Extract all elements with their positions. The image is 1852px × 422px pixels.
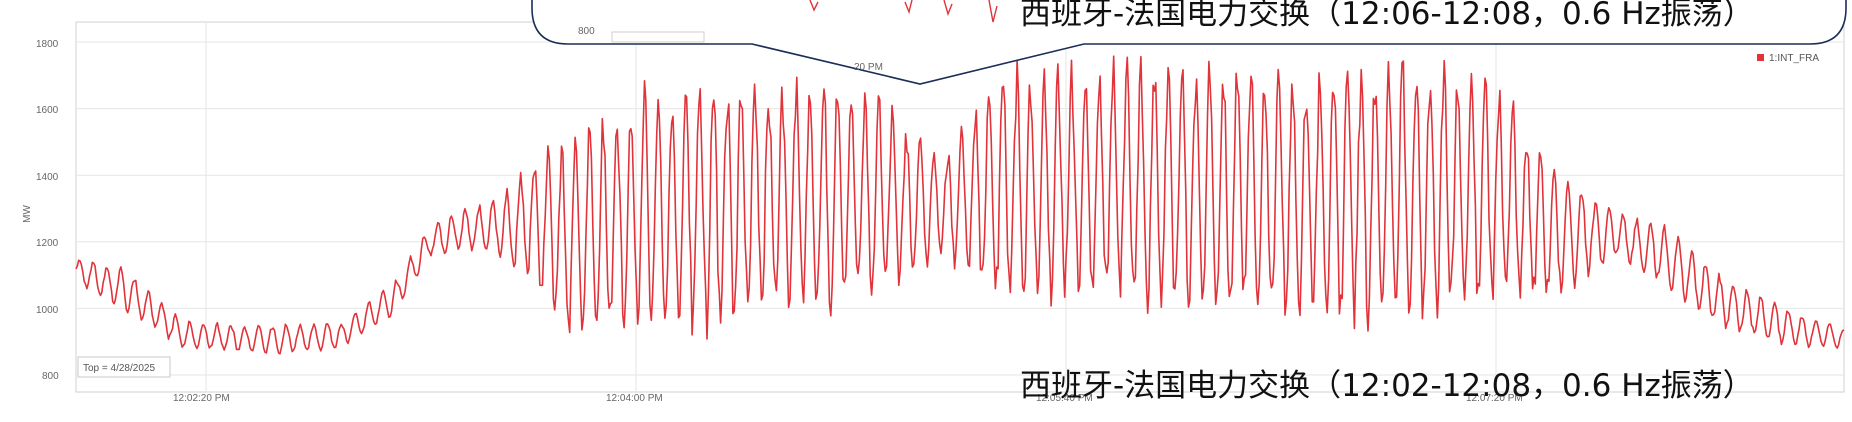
x-tick-label: 12:05:40 PM	[1036, 393, 1093, 404]
inset-frame	[611, 31, 705, 43]
y-tick-label: 1000	[36, 305, 59, 316]
y-tick-label: 1200	[36, 238, 59, 249]
date-box-text: Top = 4/28/2025	[83, 363, 155, 374]
zoom-callout: 800 20 PM 西班牙-法国电力交换（12:06-12:08，0.6 Hz振…	[531, 0, 1847, 85]
date-box: Top = 4/28/2025	[77, 356, 171, 378]
bottom-annotation: 西班牙-法国电力交换（12:02-12:08，0.6 Hz振荡）	[1020, 368, 1754, 404]
legend-label: 1:INT_FRA	[1769, 53, 1819, 64]
y-tick-label: 1400	[36, 172, 59, 183]
y-axis-ticks: 800 1000 1200 1400 1600 1800	[36, 39, 59, 382]
inset-x-tick: 20 PM	[854, 62, 883, 73]
y-tick-label: 1600	[36, 105, 59, 116]
x-axis-ticks: 12:02:20 PM 12:04:00 PM 12:05:40 PM 12:0…	[173, 393, 1523, 404]
plot-area	[75, 21, 1845, 393]
y-tick-label: 800	[42, 371, 59, 382]
y-tick-label: 1800	[36, 39, 59, 50]
x-tick-label: 12:04:00 PM	[606, 393, 663, 404]
inset-series-fragment	[809, 0, 998, 23]
legend: 1:INT_FRA	[1757, 53, 1819, 64]
y-axis-label: MW	[22, 205, 33, 223]
x-tick-label: 12:02:20 PM	[173, 393, 230, 404]
date-box-frame	[77, 356, 171, 378]
legend-swatch	[1757, 54, 1764, 61]
series-line-int-fra	[75, 55, 1845, 355]
inset-y-tick: 800	[578, 26, 595, 37]
x-tick-label: 12:07:20 PM	[1466, 393, 1523, 404]
top-annotation: 西班牙-法国电力交换（12:06-12:08，0.6 Hz振荡）	[1020, 0, 1754, 32]
callout-bubble	[531, 0, 1847, 85]
